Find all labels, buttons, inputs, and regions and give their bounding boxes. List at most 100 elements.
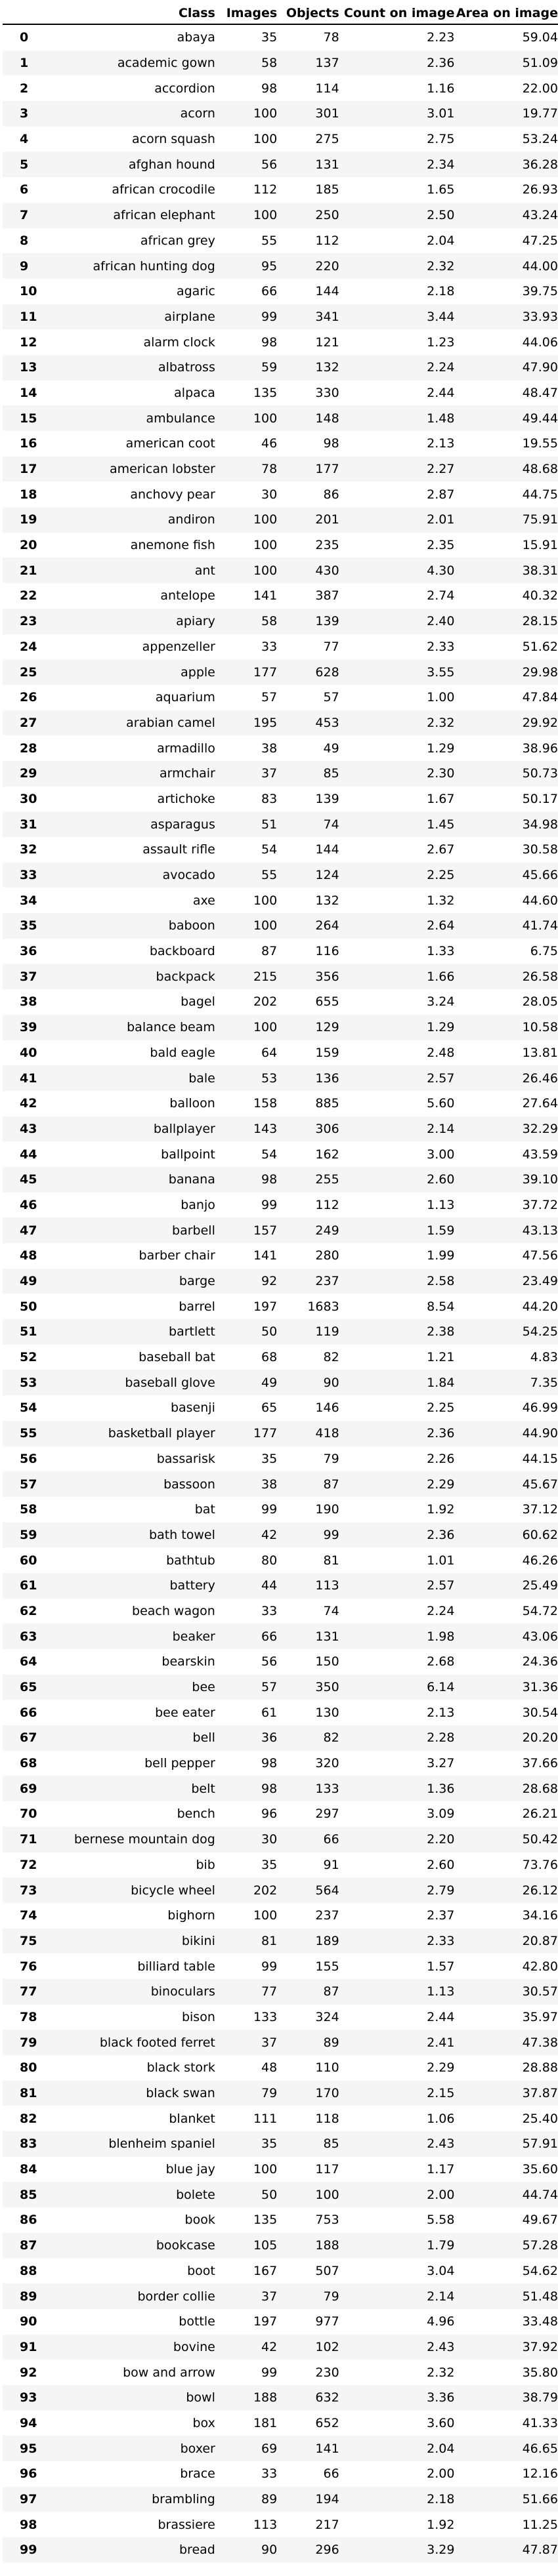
area-on-image: 37.87	[454, 2080, 558, 2106]
count-on-image: 2.32	[339, 710, 455, 736]
area-on-image: 28.68	[454, 1776, 558, 1802]
row-index: 40	[20, 1045, 37, 1060]
row-index: 84	[20, 2162, 37, 2177]
objects-count: 237	[315, 1908, 339, 1923]
count-on-image: 2.48	[427, 1045, 455, 1060]
class-name: anemone fish	[130, 538, 215, 553]
objects-count: 387	[315, 588, 339, 603]
count-on-image: 2.00	[339, 2182, 455, 2208]
class-name: baboon	[48, 913, 215, 939]
count-on-image: 1.65	[427, 182, 455, 197]
class-name: bow and arrow	[123, 2365, 215, 2380]
count-on-image: 1.00	[427, 690, 455, 705]
count-on-image: 3.00	[427, 1147, 455, 1162]
count-on-image: 2.44	[427, 2009, 455, 2024]
area-on-image: 28.15	[454, 608, 558, 634]
row-index: 6	[20, 182, 29, 197]
objects-count: 341	[277, 304, 339, 330]
area-on-image: 49.67	[522, 2213, 558, 2228]
row-index: 88	[20, 2263, 37, 2278]
images-count: 99	[261, 1197, 278, 1212]
area-on-image: 7.35	[454, 1370, 558, 1396]
table-row: 7 african elephant 100 250 2.50 43.24	[3, 202, 558, 228]
class-name: armchair	[48, 760, 215, 787]
objects-count: 217	[315, 2517, 339, 2532]
area-on-image: 44.15	[522, 1451, 558, 1466]
area-on-image: 25.49	[454, 1572, 558, 1599]
count-on-image: 3.09	[427, 1807, 455, 1822]
images-count: 33	[261, 639, 278, 654]
count-on-image: 2.41	[339, 2030, 455, 2055]
class-name: bagel	[181, 994, 215, 1010]
objects-count: 100	[277, 2182, 339, 2208]
images-count: 42	[215, 2334, 278, 2360]
area-on-image: 23.49	[454, 1268, 558, 1294]
objects-count: 652	[315, 2415, 339, 2430]
images-count: 61	[261, 1705, 278, 1720]
table-row: 24 appenzeller 33 77 2.33 51.62	[3, 634, 558, 660]
class-name: ambulance	[48, 405, 215, 431]
table-row: 42 balloon 158 885 5.60 27.64	[3, 1091, 558, 1116]
area-on-image: 42.80	[522, 1959, 558, 1974]
objects-count: 66	[323, 2466, 339, 2482]
count-on-image: 3.55	[339, 659, 455, 685]
area-on-image: 46.26	[522, 1553, 558, 1568]
objects-count: 78	[323, 30, 339, 45]
count-on-image: 2.00	[427, 2466, 455, 2482]
header-row: Class Images Objects Count on image Area…	[3, 3, 558, 25]
area-on-image: 25.40	[522, 2111, 558, 2126]
table-row: 49 barge 92 237 2.58 23.49	[3, 1268, 558, 1294]
row-index: 36	[20, 944, 37, 959]
images-count: 215	[215, 964, 278, 990]
images-count: 90	[215, 2537, 278, 2563]
images-count: 202	[215, 1877, 278, 1903]
class-name: arabian camel	[48, 710, 215, 736]
count-on-image: 2.32	[427, 2365, 455, 2380]
table-row: 43 ballplayer 143 306 2.14 32.29	[3, 1116, 558, 1142]
area-on-image: 44.90	[454, 1420, 558, 1446]
class-name: baseball glove	[48, 1370, 215, 1396]
images-count: 197	[253, 1299, 278, 1314]
area-on-image: 46.65	[454, 2436, 558, 2461]
table-row: 6 african crocodile 112 185 1.65 26.93	[3, 177, 558, 203]
table-row: 46 banjo 99 112 1.13 37.72	[3, 1193, 558, 1218]
table-row: 82 blanket 111 118 1.06 25.40	[3, 2106, 558, 2131]
class-name: bee	[48, 1674, 215, 1700]
area-on-image: 29.98	[454, 659, 558, 685]
class-name: bighorn	[167, 1908, 215, 1923]
count-on-image-header: Count on image	[339, 3, 455, 25]
images-count: 37	[215, 760, 278, 787]
area-on-image: 39.10	[454, 1166, 558, 1193]
area-on-image: 50.17	[522, 791, 558, 806]
table-row: 26 aquarium 57 57 1.00 47.84	[3, 685, 558, 710]
table-body: 0 abaya 35 78 2.23 59.04 1 academic gown 58 137 2.…	[3, 24, 558, 2563]
objects-count: 250	[277, 202, 339, 228]
row-index: 43	[3, 1116, 49, 1142]
count-on-image: 2.67	[427, 842, 455, 857]
area-on-image: 54.25	[454, 1319, 558, 1345]
images-count: 177	[215, 659, 278, 685]
row-index: 11	[3, 304, 49, 330]
row-index: 2	[20, 81, 29, 96]
class-name: boot	[187, 2263, 215, 2278]
count-on-image: 2.01	[339, 507, 455, 533]
count-on-image: 2.04	[339, 2436, 455, 2461]
class-name: ant	[48, 558, 215, 584]
images-count: 54	[261, 1147, 278, 1162]
count-on-image: 2.33	[427, 639, 455, 654]
count-on-image: 5.60	[427, 1096, 455, 1111]
objects-count: 82	[323, 1350, 339, 1365]
images-count: 99	[261, 1502, 278, 1517]
area-on-image: 53.24	[522, 132, 558, 147]
images-count: 46	[261, 436, 278, 451]
objects-count: 66	[277, 1826, 339, 1852]
class-statistics-table: Class Images Objects Count on image Area…	[3, 3, 558, 2563]
table-row: 83 blenheim spaniel 35 85 2.43 57.91	[3, 2131, 558, 2157]
row-index: 38	[20, 994, 37, 1010]
table-row: 55 basketball player 177 418 2.36 44.90	[3, 1420, 558, 1446]
table-row: 40 bald eagle 64 159 2.48 13.81	[3, 1040, 558, 1066]
images-count: 81	[215, 1928, 278, 1954]
table-row: 48 barber chair 141 280 1.99 47.56	[3, 1243, 558, 1269]
area-on-image: 47.90	[454, 354, 558, 380]
area-on-image: 48.68	[454, 456, 558, 482]
